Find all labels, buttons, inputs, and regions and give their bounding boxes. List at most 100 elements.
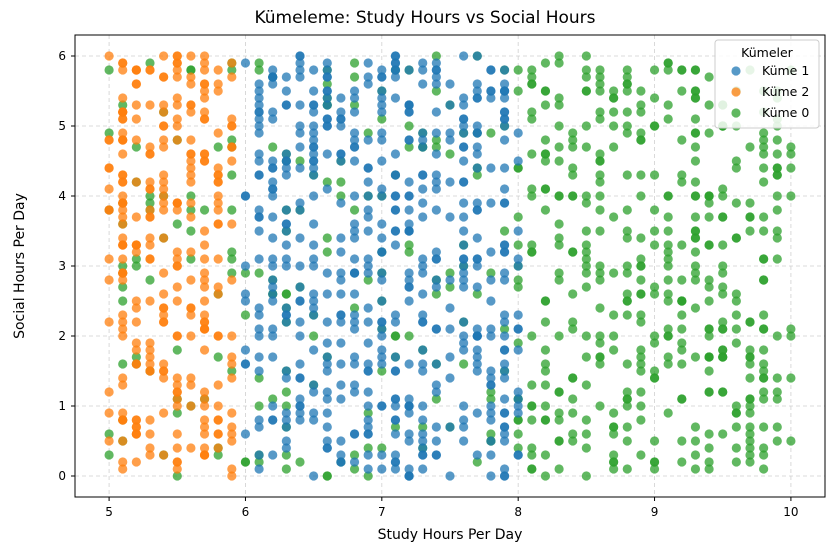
data-point-küme-1: [377, 450, 387, 460]
data-point-küme-0: [595, 205, 605, 215]
data-point-küme-0: [731, 401, 741, 411]
data-point-küme-1: [254, 303, 264, 313]
legend-label: Küme 2: [762, 84, 809, 99]
data-point-küme-0: [677, 457, 687, 467]
data-point-küme-2: [172, 401, 182, 411]
data-point-küme-0: [731, 310, 741, 320]
data-point-küme-1: [377, 317, 387, 327]
data-point-küme-1: [499, 394, 510, 404]
data-point-küme-2: [213, 205, 223, 215]
data-point-küme-0: [690, 261, 701, 271]
data-point-küme-1: [486, 331, 496, 341]
data-point-küme-1: [363, 464, 373, 474]
data-point-küme-0: [704, 324, 714, 334]
data-point-küme-1: [281, 443, 291, 453]
data-point-küme-1: [459, 226, 469, 236]
data-point-küme-0: [622, 79, 632, 89]
data-point-küme-2: [199, 58, 210, 68]
data-point-küme-0: [677, 436, 687, 446]
data-point-küme-1: [349, 156, 360, 166]
data-point-küme-1: [309, 310, 319, 320]
data-point-küme-0: [636, 191, 646, 201]
data-point-küme-1: [254, 156, 264, 166]
data-point-küme-0: [677, 170, 687, 180]
data-point-küme-0: [622, 296, 632, 306]
data-point-küme-0: [649, 282, 660, 292]
data-point-küme-0: [322, 471, 332, 481]
data-point-küme-0: [663, 100, 673, 110]
data-point-küme-0: [772, 373, 782, 383]
data-point-küme-1: [404, 296, 414, 306]
data-point-küme-0: [377, 443, 387, 453]
data-point-küme-1: [377, 233, 387, 243]
data-point-küme-0: [759, 275, 769, 285]
y-tick-label: 6: [58, 49, 66, 63]
data-point-küme-0: [636, 366, 646, 376]
data-point-küme-0: [622, 65, 632, 75]
data-point-küme-0: [309, 331, 319, 341]
data-point-küme-0: [527, 240, 537, 250]
data-point-küme-0: [622, 310, 632, 320]
data-point-küme-0: [527, 191, 537, 201]
data-point-küme-0: [690, 142, 701, 152]
data-point-küme-1: [240, 296, 251, 306]
data-point-küme-1: [377, 401, 387, 411]
data-point-küme-0: [554, 58, 564, 68]
data-point-küme-1: [486, 86, 496, 96]
data-point-küme-1: [404, 107, 414, 117]
data-point-küme-2: [199, 443, 210, 453]
data-point-küme-0: [131, 261, 141, 271]
data-point-küme-0: [254, 65, 264, 75]
data-point-küme-0: [649, 121, 660, 131]
data-point-küme-1: [336, 114, 346, 124]
data-point-küme-0: [404, 247, 414, 257]
data-point-küme-1: [390, 310, 401, 320]
data-point-küme-2: [159, 170, 169, 180]
data-point-küme-1: [377, 359, 387, 369]
data-point-küme-1: [404, 429, 414, 439]
data-point-küme-0: [649, 331, 660, 341]
data-point-küme-1: [281, 100, 291, 110]
legend: Kümeler Küme 1 Küme 2 Küme 0: [714, 39, 820, 129]
data-point-küme-2: [186, 170, 196, 180]
data-point-küme-0: [663, 247, 673, 257]
data-point-küme-1: [254, 352, 264, 362]
data-point-küme-0: [581, 65, 591, 75]
data-point-küme-1: [349, 429, 360, 439]
data-point-küme-1: [254, 366, 264, 376]
data-point-küme-1: [418, 135, 428, 145]
data-point-küme-0: [513, 415, 523, 425]
data-point-küme-0: [322, 177, 332, 187]
data-point-küme-0: [718, 289, 728, 299]
data-point-küme-0: [540, 345, 551, 355]
data-point-küme-0: [690, 436, 701, 446]
data-point-küme-0: [568, 429, 578, 439]
data-point-küme-0: [527, 149, 537, 159]
data-point-küme-0: [172, 219, 182, 229]
data-point-küme-0: [636, 310, 646, 320]
data-point-küme-0: [786, 331, 796, 341]
data-point-küme-2: [145, 429, 155, 439]
data-point-küme-0: [540, 380, 551, 390]
data-point-küme-1: [268, 79, 278, 89]
data-point-küme-2: [145, 352, 155, 362]
data-point-küme-0: [554, 156, 564, 166]
data-point-küme-0: [581, 443, 591, 453]
data-point-küme-1: [445, 275, 455, 285]
data-point-küme-1: [445, 422, 455, 432]
data-point-küme-0: [786, 324, 796, 334]
data-point-küme-0: [349, 303, 360, 313]
data-point-küme-1: [390, 457, 401, 467]
data-point-küme-1: [363, 268, 373, 278]
data-point-küme-0: [609, 86, 619, 96]
data-point-küme-0: [609, 457, 619, 467]
data-point-küme-0: [649, 289, 660, 299]
data-point-küme-0: [595, 170, 605, 180]
data-point-küme-2: [131, 415, 141, 425]
data-point-küme-1: [499, 429, 510, 439]
data-point-küme-0: [622, 268, 632, 278]
data-point-küme-0: [690, 191, 701, 201]
data-point-küme-1: [418, 261, 428, 271]
data-point-küme-1: [499, 471, 510, 481]
data-point-küme-0: [227, 170, 237, 180]
